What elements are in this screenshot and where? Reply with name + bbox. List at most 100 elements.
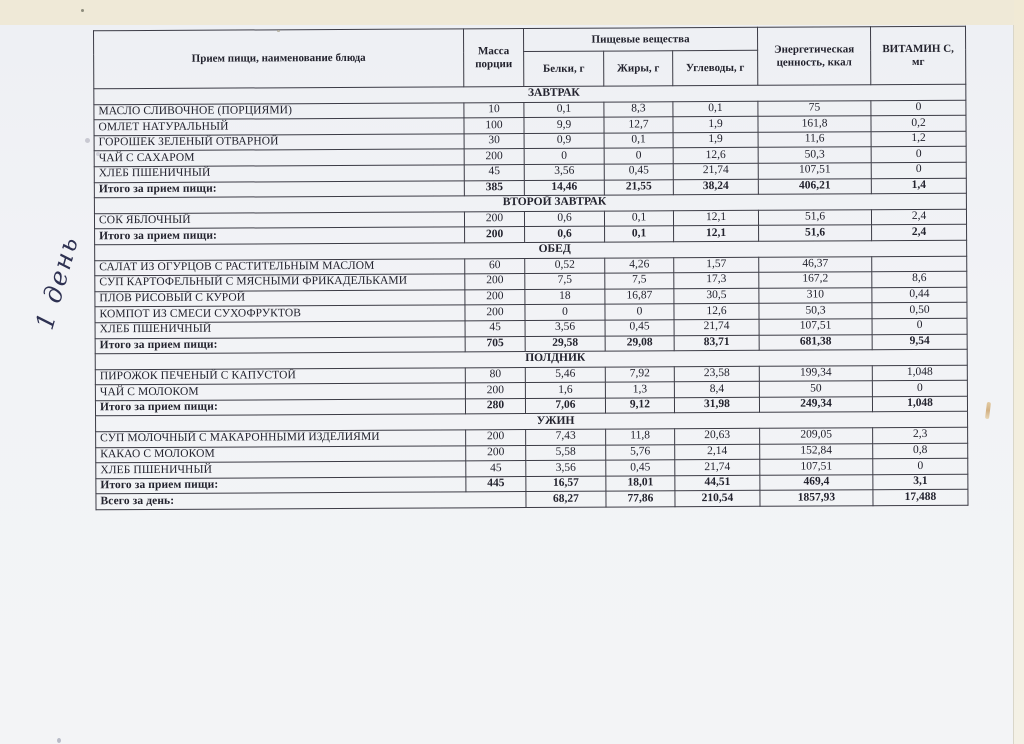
dish-value: 21,74 [674, 459, 760, 476]
dish-value: 0 [872, 318, 968, 335]
header-protein: Белки, г [523, 51, 604, 87]
dish-value: 1,2 [871, 130, 967, 148]
dish-value: 12,6 [673, 147, 759, 164]
dish-value: 80 [465, 367, 526, 384]
dish-value: 18 [524, 288, 605, 305]
dish-value: 0 [604, 304, 675, 321]
dish-value: 0,45 [605, 319, 675, 336]
dish-value: 21,74 [674, 319, 760, 336]
dish-value: 1,57 [673, 256, 759, 273]
meal-total-value: 29,08 [605, 335, 675, 352]
dish-value: 3,56 [524, 164, 605, 181]
dish-value: 8,6 [871, 271, 967, 288]
dish-value: 0,9 [524, 132, 605, 149]
header-meal-dish: Прием пищи, наименование блюда [93, 28, 464, 89]
dish-value: 11,8 [605, 428, 675, 445]
table-body: ЗАВТРАК МАСЛО СЛИВОЧНОЕ (ПОРЦИЯМИ) 10 0,1 8,… [93, 84, 969, 510]
dish-value: 2,14 [674, 443, 760, 460]
dish-value: 1,9 [673, 132, 759, 149]
dish-value: 152,84 [759, 443, 873, 460]
header-carbs: Углеводы, г [672, 50, 758, 86]
day-total-value: 1857,93 [759, 490, 874, 507]
day-total-value: 77,86 [605, 491, 676, 508]
dish-value: 0,1 [604, 210, 674, 227]
meal-total-value: 469,4 [759, 474, 873, 491]
dish-value: 45 [465, 460, 526, 477]
dish-value: 200 [465, 429, 526, 446]
header-fat: Жиры, г [603, 50, 673, 87]
meal-total-value: 406,21 [758, 178, 872, 195]
meal-total-value: 385 [464, 180, 525, 196]
dish-value: 9,9 [523, 117, 605, 134]
dish-value: 0 [871, 162, 967, 179]
dish-value: 200 [465, 445, 526, 462]
day-total-value: 17,488 [872, 489, 969, 506]
dish-value: 310 [758, 287, 872, 304]
dish-value: 0,50 [871, 302, 968, 319]
dish-value: 0 [871, 146, 967, 163]
meal-total-value: 51,6 [758, 225, 872, 242]
header-portion-mass: Масса порции [463, 28, 524, 87]
dish-value: 7,5 [604, 272, 674, 289]
dish-value: 0 [870, 99, 966, 116]
dish-value: 0 [872, 380, 968, 397]
header-nutrients-group: Пищевые вещества [523, 27, 758, 52]
paper-sheet [0, 25, 1014, 744]
dish-value: 50,3 [758, 147, 872, 164]
meal-total-value: 1,048 [872, 396, 968, 413]
dish-value [871, 255, 967, 272]
dish-value: 50,3 [758, 303, 873, 320]
dish-value: 20,63 [674, 428, 760, 445]
dish-value: 0,44 [871, 286, 967, 304]
dish-value: 7,5 [524, 273, 605, 290]
dish-value: 209,05 [759, 427, 873, 444]
daily-menu-nutrition-table: Прием пищи, наименование блюда Масса пор… [93, 26, 969, 511]
meal-total-value: 200 [464, 226, 525, 243]
dish-value: 0 [872, 458, 968, 475]
dish-value: 30,5 [673, 288, 759, 305]
dish-value: 200 [465, 382, 526, 399]
dish-value: 167,2 [758, 271, 872, 289]
dish-value: 21,74 [673, 163, 759, 180]
dish-value: 0,45 [604, 163, 674, 180]
dish-value: 17,3 [673, 272, 759, 289]
dish-value: 0,6 [524, 210, 605, 227]
scan-speck [277, 30, 280, 32]
meal-total-value: 38,24 [673, 178, 759, 195]
dish-value: 107,51 [759, 458, 873, 476]
day-total-value: 68,27 [525, 491, 607, 508]
dish-value: 2,4 [871, 208, 967, 226]
meal-total-value: 3,1 [872, 474, 968, 491]
dish-value: 1,3 [605, 382, 675, 398]
dish-value: 45 [464, 164, 525, 181]
dish-value: 16,87 [604, 288, 674, 305]
meal-total-value: 9,54 [872, 333, 968, 350]
dish-value: 100 [463, 117, 525, 134]
meal-total-value: 445 [465, 476, 526, 493]
dish-value: 7,43 [525, 429, 606, 446]
dish-value: 3,56 [525, 460, 606, 477]
meal-total-value: 280 [465, 398, 526, 415]
meal-total-value: 29,58 [525, 335, 606, 352]
meal-total-value: 1,4 [871, 177, 967, 194]
dish-value: 200 [464, 148, 525, 165]
dish-value: 5,76 [605, 444, 675, 461]
dish-value: 30 [464, 133, 525, 150]
dish-value: 12,1 [673, 210, 759, 227]
dish-value: 200 [464, 273, 525, 290]
meal-total-value: 18,01 [605, 475, 675, 492]
dish-value: 0,1 [672, 100, 758, 117]
dish-value: 8,3 [603, 101, 673, 118]
meal-total-value: 249,34 [759, 396, 873, 413]
nutrition-table-container: Прием пищи, наименование блюда Масса пор… [93, 26, 969, 511]
dish-value: 1,9 [672, 116, 759, 133]
scan-smudge [85, 138, 90, 143]
dish-value: 107,51 [758, 162, 872, 179]
meal-total-value: 44,51 [674, 475, 760, 492]
meal-total-value: 7,06 [525, 397, 606, 414]
dish-value: 0,1 [604, 132, 674, 149]
dish-value: 75 [757, 100, 871, 117]
scan-speck [57, 738, 61, 743]
dish-value: 11,6 [758, 131, 872, 148]
meal-total-value: 2,4 [871, 224, 967, 241]
